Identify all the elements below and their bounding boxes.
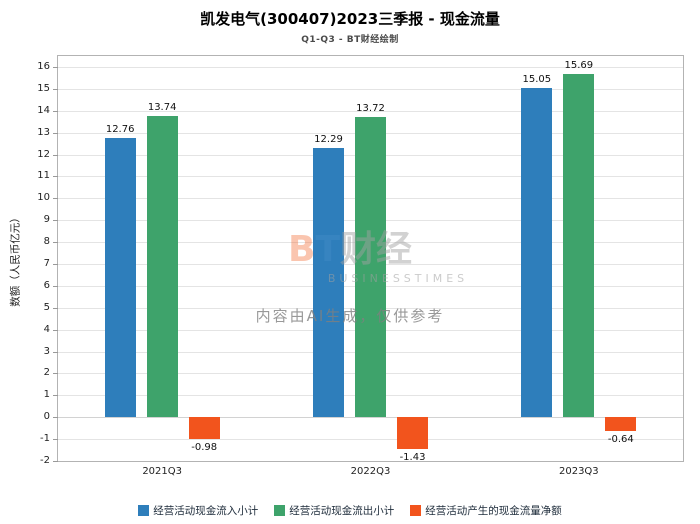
y-axis-tick: [53, 307, 58, 309]
y-axis-tick: [53, 132, 58, 134]
legend-swatch-icon: [138, 505, 150, 516]
y-tick-label: 15: [37, 82, 50, 94]
chart-title: 凯发电气(300407)2023三季报 - 现金流量: [200, 10, 500, 28]
y-tick-label: 3: [43, 345, 50, 357]
bar: [563, 73, 595, 418]
y-axis-tick: [53, 263, 58, 265]
gridline: [58, 110, 683, 112]
y-tick-label: 14: [37, 104, 50, 116]
legend-label: 经营活动现金流入小计: [153, 505, 259, 517]
gridline: [58, 88, 683, 90]
legend-label: 经营活动产生的现金流量净额: [425, 505, 562, 517]
legend-label: 经营活动现金流出小计: [289, 505, 395, 517]
gridline: [58, 417, 683, 419]
gridline: [58, 439, 683, 441]
bar: [146, 116, 178, 418]
y-tick-label: 6: [43, 279, 50, 291]
legend-swatch-icon: [274, 505, 286, 516]
y-axis-tick: [53, 329, 58, 331]
bar-value-label: 15.69: [564, 59, 594, 71]
y-axis-tick: [53, 351, 58, 353]
y-axis-tick: [53, 220, 58, 222]
y-tick-label: 2: [43, 367, 50, 379]
bar-value-label: -0.64: [607, 434, 634, 446]
x-tick-label: 2022Q3: [350, 466, 391, 477]
y-tick-label: 12: [37, 148, 50, 160]
bar-value-label: 12.29: [314, 134, 343, 146]
y-tick-label: 13: [37, 126, 50, 138]
y-axis-tick: [53, 154, 58, 156]
y-tick-label: 0: [43, 411, 50, 423]
bar-value-label: 13.72: [356, 102, 385, 114]
bar: [355, 116, 386, 418]
bar-value-label: 13.74: [147, 102, 177, 114]
y-axis-tick: [53, 395, 58, 397]
y-axis-tick: [53, 110, 58, 112]
y-axis-tick: [53, 373, 58, 375]
bar: [605, 417, 637, 432]
y-tick-label: -2: [40, 455, 50, 466]
y-tick-label: 9: [43, 214, 50, 226]
bar: [313, 148, 344, 418]
y-axis-tick: [53, 242, 58, 244]
y-tick-label: 11: [37, 170, 50, 182]
y-tick-label: 8: [43, 236, 50, 248]
bar-value-label: -0.98: [191, 441, 218, 453]
bar-value-label: 15.05: [522, 73, 552, 85]
legend-item[interactable]: 经营活动现金流出小计: [274, 503, 394, 518]
y-tick-label: 16: [37, 60, 50, 72]
gridline: [58, 66, 683, 68]
legend-item[interactable]: 经营活动产生的现金流量净额: [410, 503, 562, 518]
plot-area: -2 -1 0 1 2 3 4 5 6 7 8 9 10 11 12 13 14 15 16 2021Q3 12.76 1…: [37, 55, 684, 477]
y-tick-label: 4: [43, 323, 50, 335]
bar: [521, 87, 553, 418]
y-axis-tick: [53, 285, 58, 287]
bar-value-label: 12.76: [105, 123, 135, 135]
y-tick-label: 10: [37, 192, 50, 204]
y-axis-tick: [53, 66, 58, 68]
y-axis-tick: [53, 88, 58, 90]
y-tick-label: 1: [43, 389, 50, 401]
bar-value-label: -1.43: [399, 451, 426, 463]
y-tick-label: -1: [40, 433, 50, 445]
y-tick-label: 5: [43, 301, 50, 313]
legend-swatch-icon: [410, 505, 422, 516]
bar: [104, 137, 136, 418]
y-axis-tick: [53, 461, 58, 462]
bar: [397, 417, 428, 449]
y-axis-tick: [53, 417, 58, 419]
legend-item[interactable]: 经营活动现金流入小计: [138, 503, 258, 518]
y-axis-tick: [53, 198, 58, 200]
x-tick-label: 2023Q3: [558, 466, 599, 477]
bar: [188, 417, 220, 439]
y-axis-label: 数额（人民币亿元）: [9, 212, 22, 307]
x-tick-label: 2021Q3: [142, 466, 182, 477]
legend: 经营活动现金流入小计 经营活动现金流出小计 经营活动产生的现金流量净额: [0, 503, 700, 518]
y-tick-label: 7: [43, 257, 50, 269]
y-axis-tick: [53, 439, 58, 441]
chart-subtitle: Q1-Q3 - BT财经绘制: [301, 35, 399, 45]
y-axis-tick: [53, 176, 58, 178]
